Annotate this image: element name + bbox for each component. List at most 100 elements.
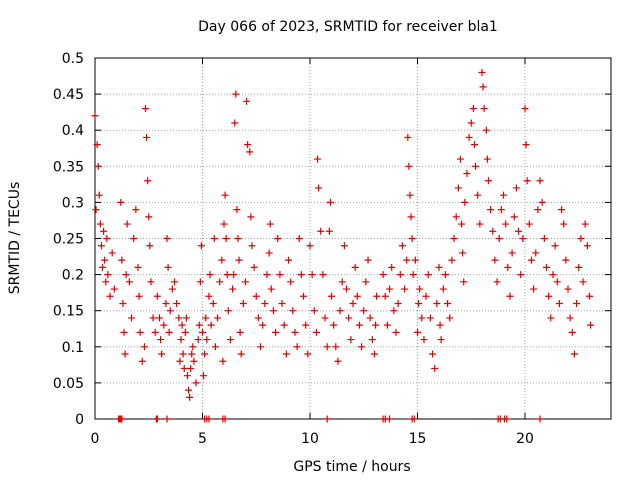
data-point <box>211 343 219 351</box>
data-point <box>235 256 243 264</box>
data-point <box>394 299 402 307</box>
data-point <box>122 271 130 279</box>
data-point <box>289 307 297 315</box>
data-point <box>144 177 152 185</box>
data-point <box>510 213 518 221</box>
data-point <box>206 271 214 279</box>
data-point <box>536 177 544 185</box>
data-point <box>230 271 238 279</box>
data-point <box>94 162 102 170</box>
data-point <box>538 198 546 206</box>
data-point <box>474 191 482 199</box>
data-point <box>106 292 114 300</box>
data-point <box>145 213 153 221</box>
data-point <box>265 249 273 257</box>
data-point <box>180 364 188 372</box>
data-point <box>343 285 351 293</box>
data-point <box>525 220 533 228</box>
data-point <box>579 278 587 286</box>
data-point <box>229 285 237 293</box>
data-point <box>467 119 475 127</box>
x-tick-label: 15 <box>409 431 427 447</box>
data-point <box>146 242 154 250</box>
data-point <box>500 191 507 199</box>
data-point <box>194 336 202 344</box>
data-point <box>504 263 512 271</box>
data-point <box>353 292 361 300</box>
data-point <box>239 299 247 307</box>
data-point <box>323 415 331 423</box>
data-point <box>140 343 148 351</box>
data-point <box>176 357 184 365</box>
data-point <box>372 321 380 329</box>
data-point <box>254 314 262 322</box>
data-point <box>493 278 501 286</box>
data-point <box>203 336 211 344</box>
data-point <box>209 299 217 307</box>
data-point <box>558 206 566 214</box>
y-tick-label: 0.45 <box>53 87 84 103</box>
data-point <box>587 321 595 329</box>
data-point <box>261 299 269 307</box>
data-point <box>435 263 443 271</box>
data-point <box>195 321 203 329</box>
data-point <box>163 415 171 423</box>
data-point <box>231 119 239 127</box>
data-point <box>454 184 462 192</box>
data-point <box>317 227 325 235</box>
data-point <box>360 307 368 315</box>
data-point <box>398 242 406 250</box>
data-point <box>173 299 181 307</box>
data-point <box>470 141 478 149</box>
data-point <box>246 148 254 156</box>
y-tick-label: 0.25 <box>53 232 84 248</box>
data-point <box>581 220 589 228</box>
data-point <box>312 328 320 336</box>
data-point <box>297 271 305 279</box>
data-point <box>218 256 226 264</box>
data-point <box>573 299 581 307</box>
data-point <box>349 299 357 307</box>
data-point <box>411 256 419 264</box>
data-point <box>410 415 418 423</box>
data-point <box>381 292 389 300</box>
data-point <box>168 285 176 293</box>
data-point <box>136 328 144 336</box>
data-point <box>336 307 344 315</box>
data-point <box>287 278 295 286</box>
data-point <box>522 141 530 149</box>
data-point <box>446 314 454 322</box>
y-tick-label: 0.3 <box>62 195 84 211</box>
data-point <box>527 256 535 264</box>
data-point <box>373 292 381 300</box>
data-point <box>328 292 335 300</box>
data-point <box>199 328 206 336</box>
data-point <box>502 220 510 228</box>
data-point <box>248 242 256 250</box>
data-point <box>414 328 421 336</box>
data-point <box>409 271 417 279</box>
data-point <box>396 271 404 279</box>
data-point <box>560 220 568 228</box>
data-point <box>491 256 499 264</box>
data-point <box>429 350 437 358</box>
data-point <box>437 336 445 344</box>
data-point <box>497 206 505 214</box>
data-point <box>97 242 105 250</box>
data-point <box>266 220 274 228</box>
data-point <box>205 415 213 423</box>
data-point <box>503 415 511 423</box>
data-point <box>472 162 480 170</box>
x-axis-ticks: 0 5 10 15 20 <box>91 58 534 447</box>
data-point <box>220 220 228 228</box>
data-point <box>566 314 574 322</box>
data-point <box>564 285 572 293</box>
data-point <box>439 285 447 293</box>
data-point <box>165 328 173 336</box>
data-point <box>433 299 441 307</box>
data-point <box>205 292 213 300</box>
data-point <box>276 271 284 279</box>
data-point <box>186 393 194 401</box>
data-point <box>234 235 242 242</box>
